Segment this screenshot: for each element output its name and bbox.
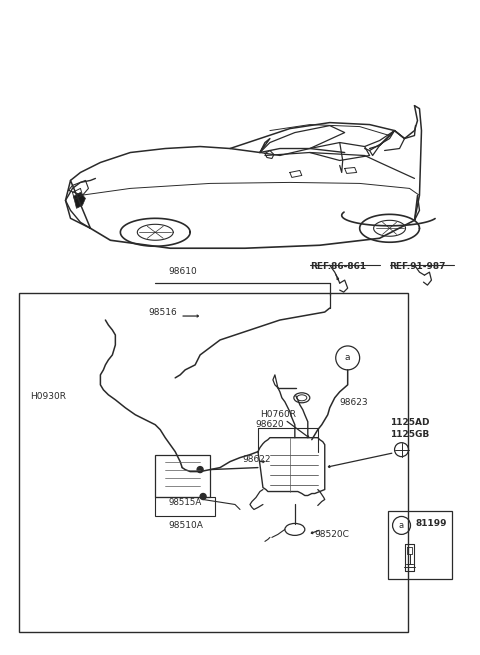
Text: REF.86-861: REF.86-861: [310, 262, 366, 271]
Text: H0760R: H0760R: [260, 410, 296, 419]
Circle shape: [200, 493, 206, 500]
Text: 98623: 98623: [340, 398, 368, 407]
Text: a: a: [345, 354, 350, 362]
Text: H0930R: H0930R: [31, 392, 67, 402]
Text: REF.91-987: REF.91-987: [390, 262, 446, 271]
Text: a: a: [399, 521, 404, 530]
Text: 81199: 81199: [416, 519, 447, 529]
Text: 98516: 98516: [148, 308, 177, 317]
Text: 98520C: 98520C: [315, 530, 349, 539]
Text: 1125GB: 1125GB: [390, 430, 429, 439]
Polygon shape: [73, 193, 85, 208]
Text: 98610: 98610: [168, 267, 197, 276]
Text: 98510A: 98510A: [168, 521, 203, 531]
Text: 98622: 98622: [242, 455, 271, 464]
Text: 1125AD: 1125AD: [390, 418, 429, 427]
Text: 98620: 98620: [256, 420, 284, 429]
Circle shape: [197, 466, 203, 472]
Text: 98515A: 98515A: [168, 498, 202, 506]
